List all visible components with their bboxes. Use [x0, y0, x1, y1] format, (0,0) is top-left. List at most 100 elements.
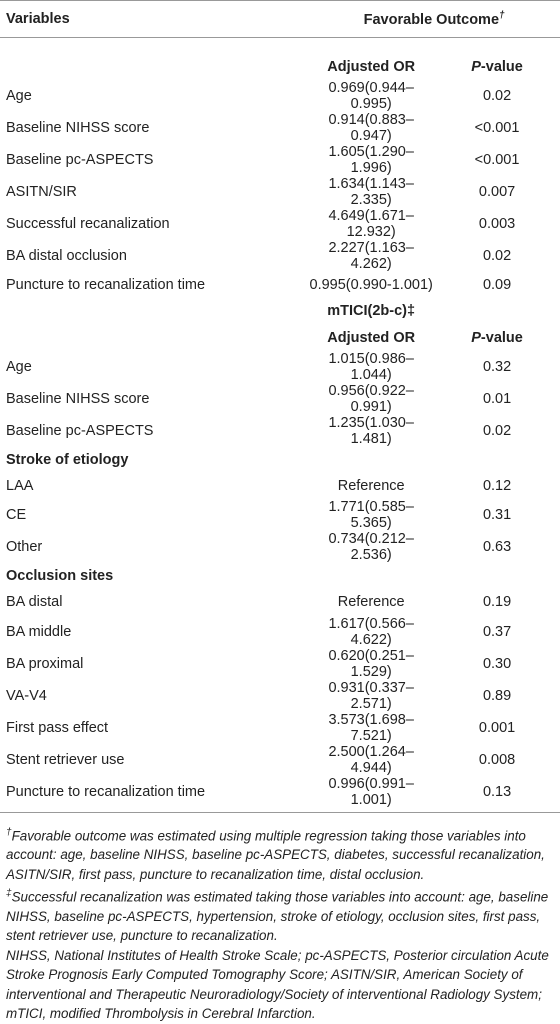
variable: BA proximal — [6, 655, 84, 672]
p-value: 0.31 — [482, 507, 512, 524]
p-value: 0.30 — [482, 655, 512, 672]
data-row: Puncture to recanalization time 0.995(0.9… — [0, 272, 560, 298]
data-row: Baseline NIHSS score 0.956(0.922–0.991) 0.… — [0, 383, 560, 415]
p-value: 0.01 — [482, 390, 512, 407]
variable: Successful recanalization — [6, 216, 170, 233]
cell — [308, 563, 434, 589]
p-value: 0.02 — [482, 88, 512, 105]
adjusted-or: 0.956(0.922–0.991) — [328, 382, 414, 415]
variable: LAA — [6, 478, 34, 495]
data-row: BA proximal 0.620(0.251–1.529) 0.30 — [0, 648, 560, 680]
cell — [0, 298, 308, 324]
cell — [434, 298, 560, 324]
variable: Other — [6, 539, 43, 556]
p-value: <0.001 — [474, 152, 520, 169]
data-row: VA-V4 0.931(0.337–2.571) 0.89 — [0, 680, 560, 712]
p-value: 0.37 — [482, 623, 512, 640]
data-row: ASITN/SIR 1.634(1.143–2.335) 0.007 — [0, 176, 560, 208]
cell — [434, 447, 560, 473]
p-value: <0.001 — [474, 120, 520, 137]
p-value: 0.13 — [434, 775, 560, 813]
p-value: 0.63 — [482, 539, 512, 556]
footnote: NIHSS, National Institutes of Health Str… — [6, 946, 554, 1024]
p-value: 0.007 — [478, 184, 516, 201]
adjusted-or: Reference — [337, 478, 405, 495]
adjusted-or: 3.573(1.698–7.521) — [328, 711, 414, 744]
data-row: Baseline NIHSS score 0.914(0.883–0.947) <0… — [0, 112, 560, 144]
group-label: Occlusion sites — [6, 568, 114, 585]
p-value: 0.12 — [482, 478, 512, 495]
p-value: 0.32 — [482, 358, 512, 375]
data-row: Age 1.015(0.986–1.044) 0.32 — [0, 351, 560, 383]
adjusted-or: 0.969(0.944–0.995) — [328, 80, 414, 113]
data-row: CE 1.771(0.585–5.365) 0.31 — [0, 499, 560, 531]
table-header: Variables Favorable Outcome† — [0, 0, 560, 38]
header-outcome-text: Favorable Outcome — [363, 11, 500, 28]
header-row: Variables Favorable Outcome† — [0, 0, 560, 38]
footnotes: †Favorable outcome was estimated using m… — [0, 813, 560, 1024]
data-row: LAA Reference 0.12 — [0, 473, 560, 499]
footnote-mark: † — [6, 826, 12, 838]
adjusted-or: 1.605(1.290–1.996) — [328, 144, 414, 177]
variable: First pass effect — [6, 719, 109, 736]
p-value: 0.008 — [478, 751, 516, 768]
footnote: ‡Successful recanalization was estimated… — [6, 884, 554, 946]
cell — [0, 325, 308, 351]
data-row: Successful recanalization 4.649(1.671–12.… — [0, 208, 560, 240]
variable: Puncture to recanalization time — [0, 775, 309, 813]
adjusted-or: 1.771(0.585–5.365) — [328, 499, 414, 532]
variable: BA distal — [6, 594, 63, 611]
adjusted-or: 0.914(0.883–0.947) — [328, 112, 414, 145]
footnote-text: Favorable outcome was estimated using mu… — [6, 827, 545, 882]
header-variables: Variables — [0, 0, 309, 38]
variable: Baseline pc-ASPECTS — [6, 422, 154, 439]
variable: ASITN/SIR — [6, 184, 77, 201]
footnote-mark: ‡ — [6, 888, 12, 900]
subheader-row: Adjusted OR P-value — [0, 325, 560, 351]
variable: Baseline NIHSS score — [6, 120, 150, 137]
variable: Puncture to recanalization time — [6, 277, 206, 294]
data-row: Other 0.734(0.212–2.536) 0.63 — [0, 531, 560, 563]
section-title-row: mTICI(2b-c)‡ — [0, 298, 560, 324]
group-row: Stroke of etiology — [0, 447, 560, 473]
data-row: First pass effect 3.573(1.698–7.521) 0.001 — [0, 712, 560, 744]
p-value: 0.02 — [482, 422, 512, 439]
p-value: 0.001 — [478, 719, 516, 736]
p-value: 0.09 — [482, 277, 512, 294]
cell — [308, 447, 434, 473]
adjusted-or: 1.235(1.030–1.481) — [328, 414, 414, 447]
data-row: Age 0.969(0.944–0.995) 0.02 — [0, 80, 560, 112]
adjusted-or: 0.620(0.251–1.529) — [328, 647, 414, 680]
subheader: P-value — [471, 329, 523, 346]
adjusted-or: 1.617(0.566–4.622) — [328, 615, 414, 648]
data-row: Puncture to recanalization time 0.996(0.9… — [0, 775, 560, 813]
variable: BA middle — [6, 623, 72, 640]
header-outcome-mark: † — [499, 10, 505, 22]
data-row: BA distal Reference 0.19 — [0, 589, 560, 615]
adjusted-or: 2.227(1.163–4.262) — [328, 240, 414, 273]
variable: VA-V4 — [6, 687, 47, 704]
adjusted-or: 0.734(0.212–2.536) — [328, 531, 414, 564]
subheader: Adjusted OR — [327, 329, 416, 346]
adjusted-or: 0.995(0.990-1.001) — [309, 277, 433, 294]
adjusted-or: 0.996(0.991–1.001) — [308, 775, 435, 813]
data-row: Baseline pc-ASPECTS 1.235(1.030–1.481) 0.0… — [0, 415, 560, 447]
group-row: Occlusion sites — [0, 563, 560, 589]
variable: Age — [6, 358, 32, 375]
variable: CE — [6, 507, 27, 524]
header-outcome: Favorable Outcome† — [308, 0, 560, 38]
variable: Stent retriever use — [6, 751, 125, 768]
footnote: †Favorable outcome was estimated using m… — [6, 823, 554, 885]
footnote-text: Successful recanalization was estimated … — [6, 889, 549, 944]
cell — [434, 563, 560, 589]
data-row: Stent retriever use 2.500(1.264–4.944) 0.0… — [0, 744, 560, 776]
adjusted-or: 4.649(1.671–12.932) — [328, 208, 414, 241]
data-row: BA distal occlusion 2.227(1.163–4.262) 0.0… — [0, 240, 560, 272]
group-label: Stroke of etiology — [6, 451, 129, 468]
p-value: 0.89 — [482, 687, 512, 704]
adjusted-or: 2.500(1.264–4.944) — [328, 743, 414, 776]
adjusted-or: 1.015(0.986–1.044) — [328, 350, 414, 383]
data-row: BA middle 1.617(0.566–4.622) 0.37 — [0, 616, 560, 648]
results-table: Variables Favorable Outcome† Adjusted OR… — [0, 0, 560, 813]
